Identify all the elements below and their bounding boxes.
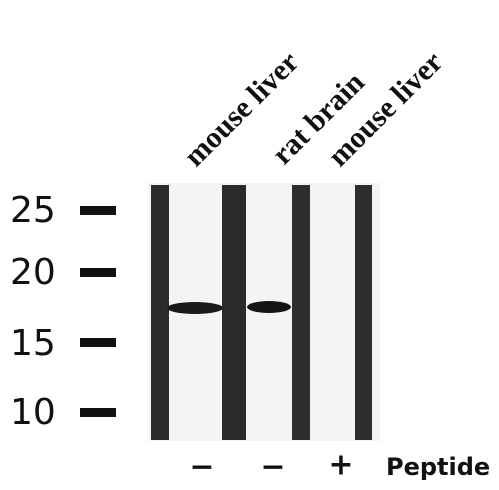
lane-edge (222, 185, 246, 440)
lane-edge (292, 185, 310, 440)
peptide-sign: + (328, 448, 353, 483)
marker-label: 10 (10, 392, 56, 433)
western-blot: mouse liver rat brain mouse liver 25 20 … (0, 0, 499, 490)
marker-dash (80, 338, 116, 347)
band (167, 302, 223, 314)
band (247, 301, 291, 313)
peptide-label: Peptide (386, 453, 490, 481)
lane-edge (151, 185, 169, 440)
marker-dash (80, 206, 116, 215)
marker-label: 20 (10, 252, 56, 293)
marker-label: 25 (10, 190, 56, 231)
peptide-sign: − (260, 450, 285, 485)
marker-label: 15 (10, 323, 56, 364)
marker-dash (80, 408, 116, 417)
peptide-sign: − (189, 450, 214, 485)
marker-dash (80, 268, 116, 277)
lane-edge (355, 185, 372, 440)
